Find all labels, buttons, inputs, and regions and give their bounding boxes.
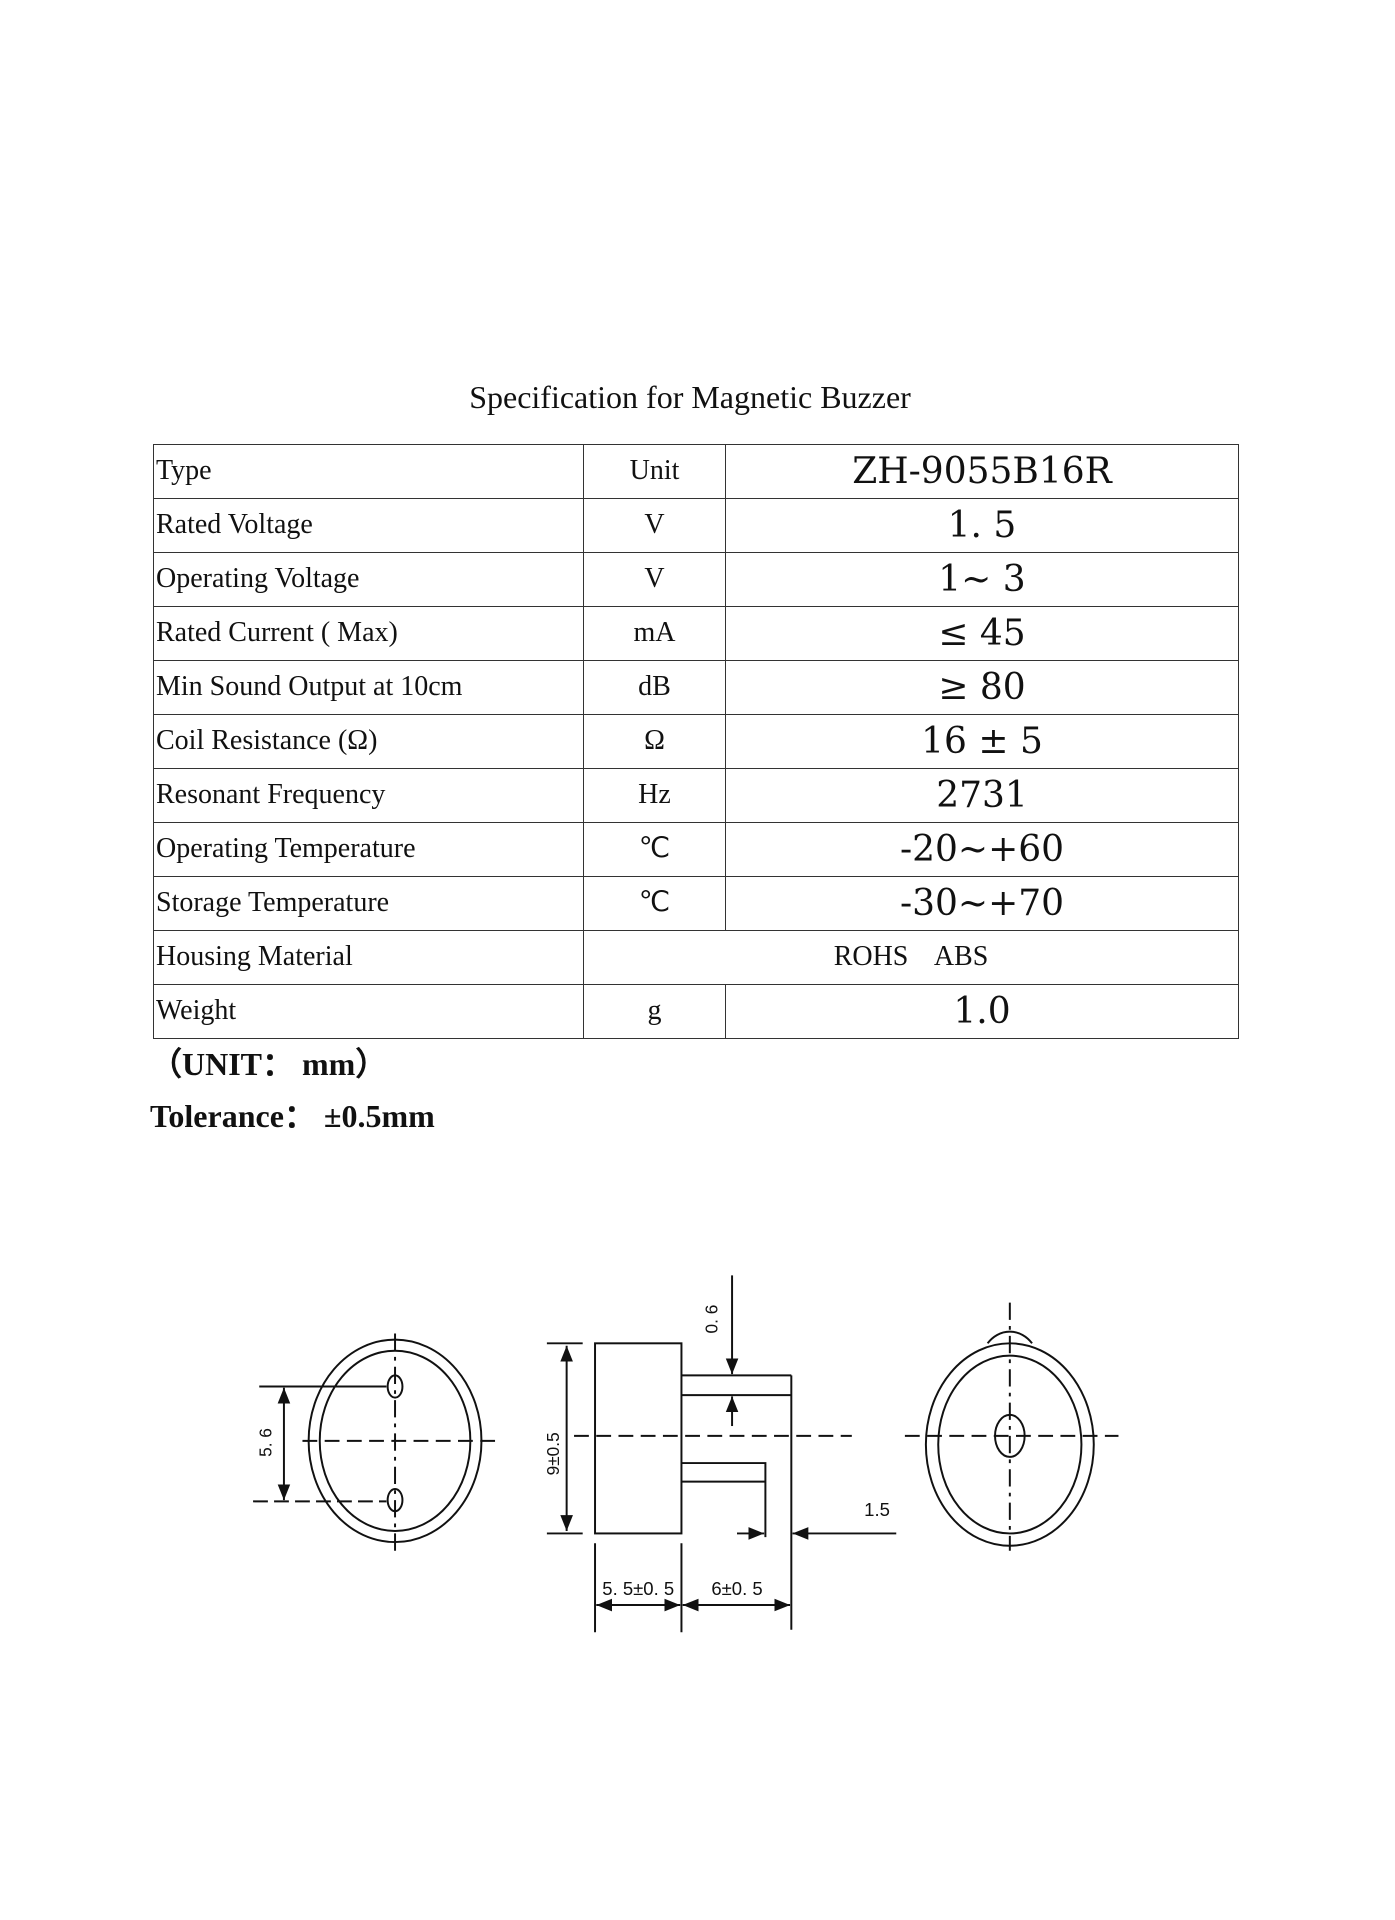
spec-section: Type Unit ZH-9055B16R Rated Voltage V 1. 5… [150,444,1239,1135]
unit-cell: ℃ [583,876,726,931]
header-model: ZH-9055B16R [725,444,1239,499]
unit-note: （UNIT： mm） [150,1046,388,1082]
param-cell: Coil Resistance (Ω) [153,714,584,769]
param-cell: Resonant Frequency [153,768,584,823]
spec-table: Type Unit ZH-9055B16R Rated Voltage V 1. 5… [153,444,1239,1039]
value-cell: 1.0 [725,984,1239,1039]
table-row: Storage Temperature ℃ -30~+70 [153,876,1239,931]
document-title: Specification for Magnetic Buzzer [469,379,911,415]
param-cell: Min Sound Output at 10cm [153,660,584,715]
unit-cell: V [583,498,726,553]
param-cell: Rated Current ( Max) [153,606,584,661]
side-view: 9±0.5 0. 6 1.5 5. 5±0. 5 6±0. 5 [543,1275,897,1633]
pin-length-label: 6±0. 5 [711,1578,762,1599]
pin-thickness-label: 0. 6 [701,1305,721,1334]
unit-cell: dB [583,660,726,715]
param-cell: Operating Voltage [153,552,584,607]
table-row: Rated Voltage V 1. 5 [153,498,1239,553]
bottom-view: 5. 6 [253,1333,497,1554]
header-type: Type [153,444,584,499]
table-row: Min Sound Output at 10cm dB ≥ 80 [153,660,1239,715]
param-cell: Operating Temperature [153,822,584,877]
param-cell: Weight [153,984,584,1039]
table-row: Coil Resistance (Ω) Ω 16 ± 5 [153,714,1239,769]
unit-cell: ℃ [583,822,726,877]
table-row: Operating Temperature ℃ -20~+60 [153,822,1239,877]
pin-offset-label: 1.5 [864,1499,890,1520]
unit-cell: Hz [583,768,726,823]
top-view [904,1302,1119,1551]
value-cell: 16 ± 5 [725,714,1239,769]
param-cell: Storage Temperature [153,876,584,931]
unit-cell: g [583,984,726,1039]
pin-spacing-label: 5. 6 [256,1428,276,1457]
param-cell: Rated Voltage [153,498,584,553]
table-row: Resonant Frequency Hz 2731 [153,768,1239,823]
table-row: Operating Voltage V 1~ 3 [153,552,1239,607]
value-cell: ≤ 45 [725,606,1239,661]
height-label: 9±0.5 [543,1432,563,1475]
body-depth-label: 5. 5±0. 5 [602,1578,674,1599]
table-row: Weight g 1.0 [153,984,1239,1039]
value-cell: 2731 [725,768,1239,823]
tolerance-note: Tolerance： ±0.5mm [150,1098,435,1134]
unit-cell: Ω [583,714,726,769]
value-cell: -30~+70 [725,876,1239,931]
value-cell: ≥ 80 [725,660,1239,715]
table-header-row: Type Unit ZH-9055B16R [153,444,1239,499]
